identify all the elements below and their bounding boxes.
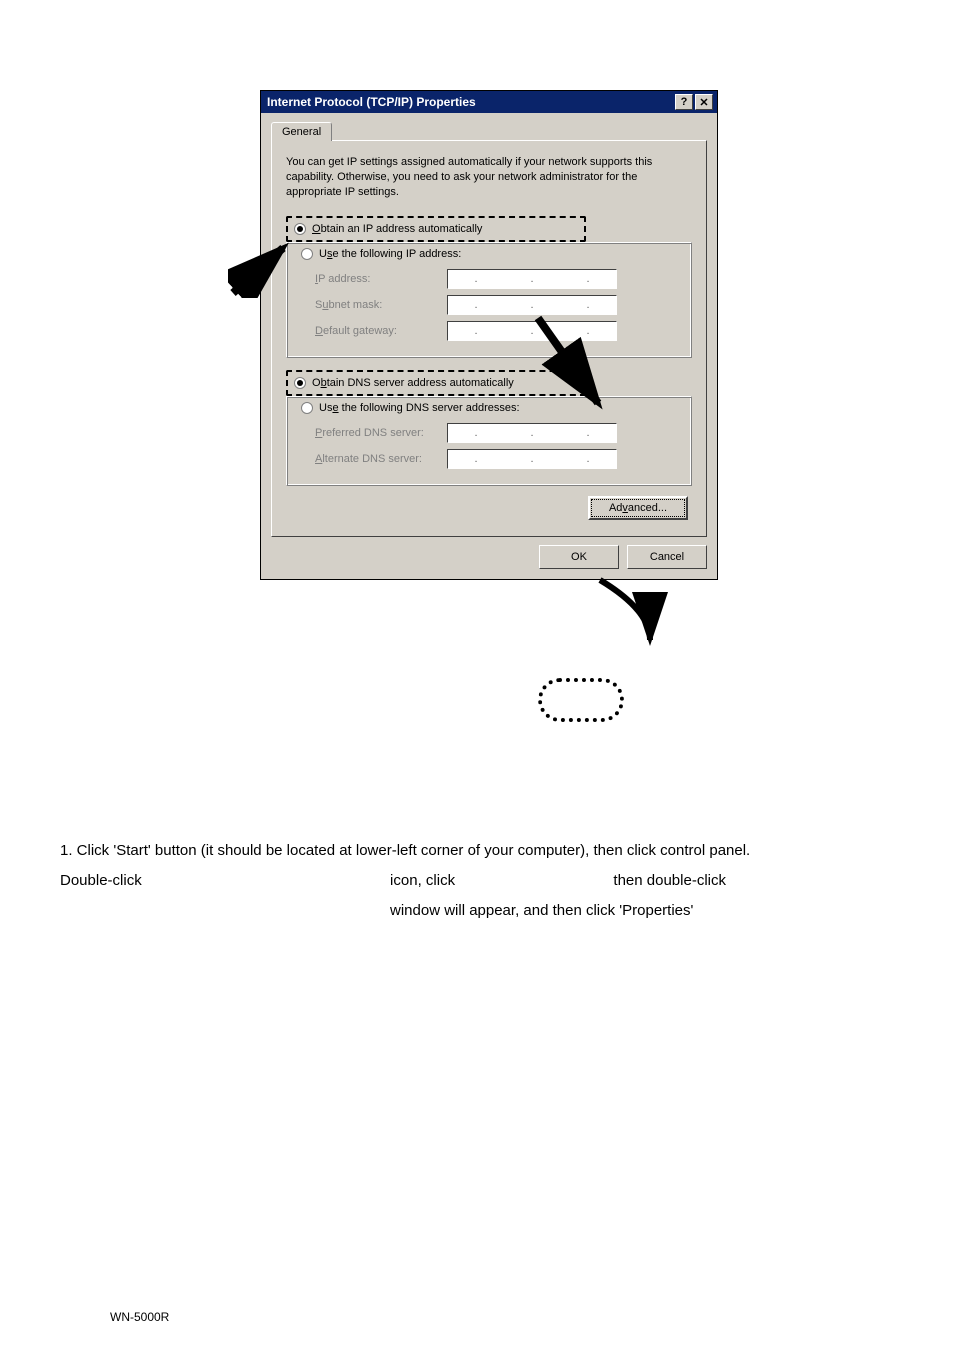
instruction-line-3: window will appear, and then click 'Prop…: [60, 896, 900, 926]
ok-button[interactable]: OK: [539, 545, 619, 569]
ip-groupbox: Use the following IP address: IP address…: [286, 242, 692, 358]
tab-general[interactable]: General: [271, 122, 332, 141]
instruction-text: 1. Click 'Start' button (it should be lo…: [60, 836, 900, 926]
input-preferred-dns[interactable]: ...: [447, 423, 617, 443]
input-alternate-dns[interactable]: ...: [447, 449, 617, 469]
radio-icon: [301, 402, 313, 414]
radio-use-following-ip[interactable]: Use the following IP address:: [297, 248, 465, 260]
radio-use-following-dns[interactable]: Use the following DNS server addresses:: [297, 402, 524, 414]
help-icon[interactable]: ?: [675, 94, 693, 110]
dialog-title: Internet Protocol (TCP/IP) Properties: [267, 95, 673, 109]
input-subnet-mask[interactable]: ...: [447, 295, 617, 315]
input-ip-address[interactable]: ...: [447, 269, 617, 289]
close-icon[interactable]: ✕: [695, 94, 713, 110]
radio-obtain-dns-auto[interactable]: Obtain DNS server address automatically: [292, 374, 580, 392]
instruction-line-2a: Double-click: [60, 872, 142, 889]
label-default-gateway: Default gateway:: [297, 325, 447, 337]
annotation-arrow-icon: [500, 570, 700, 690]
radio-icon: [301, 248, 313, 260]
footer-text: WN-5000R: [110, 1310, 169, 1324]
annotation-highlight-ip-auto: Obtain an IP address automatically: [286, 216, 586, 242]
cancel-button[interactable]: Cancel: [627, 545, 707, 569]
annotation-highlight-dns-auto: Obtain DNS server address automatically: [286, 370, 586, 396]
input-default-gateway[interactable]: ...: [447, 321, 617, 341]
label-preferred-dns: Preferred DNS server:: [297, 427, 447, 439]
label-subnet-mask: Subnet mask:: [297, 299, 447, 311]
radio-icon: [294, 223, 306, 235]
instruction-line-2b: icon, click: [390, 872, 455, 889]
advanced-button[interactable]: Advanced...: [588, 496, 688, 520]
label-ip-address: IP address:: [297, 273, 447, 285]
titlebar: Internet Protocol (TCP/IP) Properties ? …: [261, 91, 717, 113]
label-alternate-dns: Alternate DNS server:: [297, 453, 447, 465]
radio-icon: [294, 377, 306, 389]
instruction-line-1: 1. Click 'Start' button (it should be lo…: [60, 836, 900, 866]
general-panel: You can get IP settings assigned automat…: [271, 140, 707, 537]
dns-groupbox: Use the following DNS server addresses: …: [286, 396, 692, 486]
instruction-line-2c: then double-click: [613, 872, 726, 889]
tcpip-properties-dialog: Internet Protocol (TCP/IP) Properties ? …: [260, 90, 718, 580]
radio-obtain-ip-auto[interactable]: Obtain an IP address automatically: [292, 220, 580, 238]
annotation-circle-ok: [538, 678, 624, 722]
description-text: You can get IP settings assigned automat…: [286, 155, 692, 200]
